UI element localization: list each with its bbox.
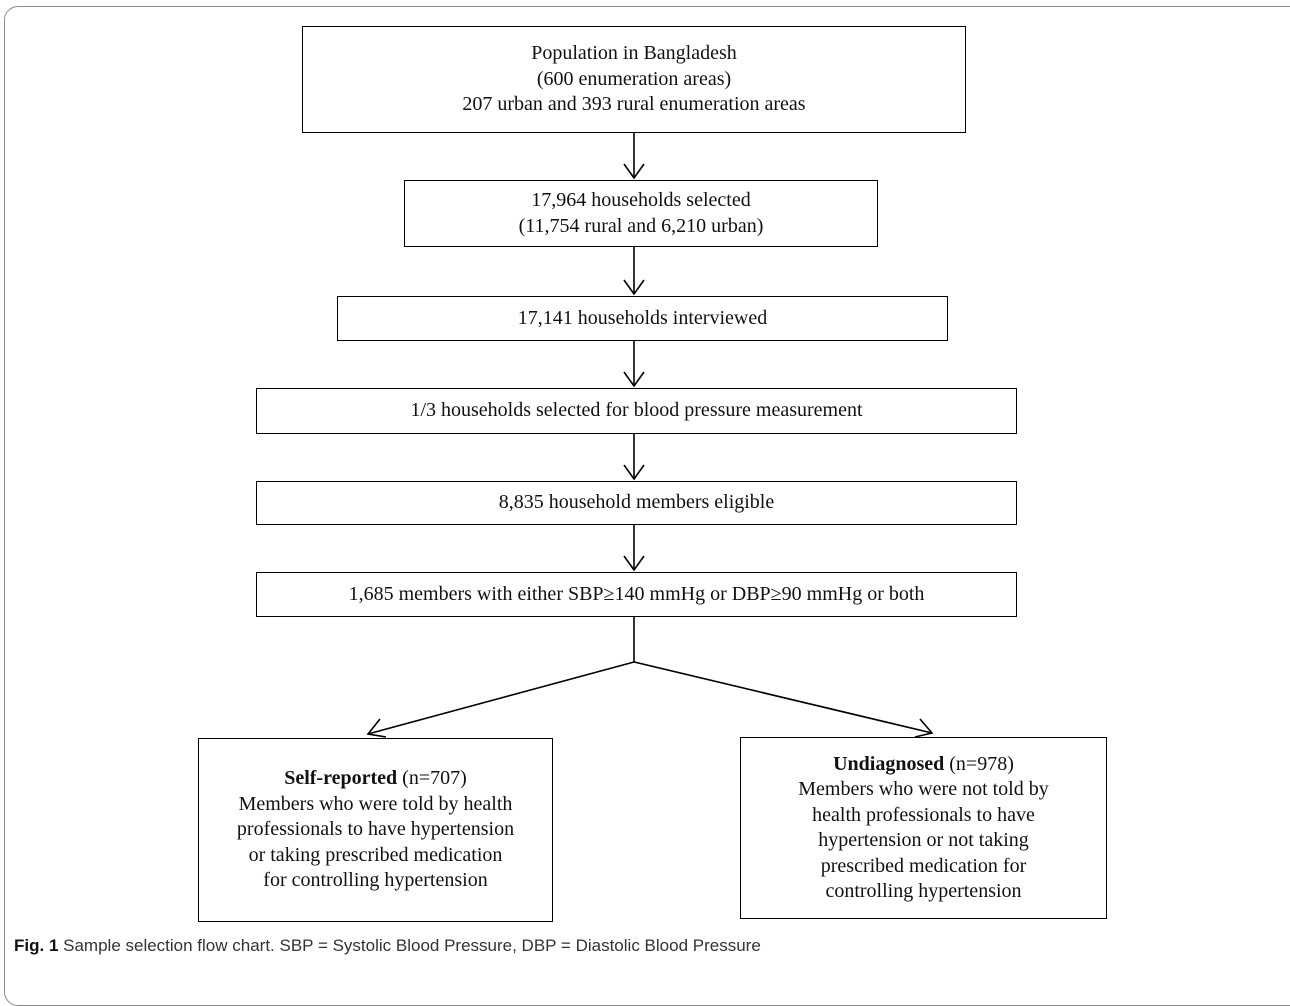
high-bp-members-box: 1,685 members with either SBP≥140 mmHg o…	[256, 572, 1017, 617]
eligible-members-box: 8,835 household members eligible	[256, 481, 1017, 525]
self-reported-count: (n=707)	[397, 767, 467, 790]
households-interviewed-box: 17,141 households interviewed	[337, 296, 948, 341]
high-bp-line1: 1,685 members with either SBP≥140 mmHg o…	[348, 582, 925, 605]
arrowhead-3-4	[623, 371, 645, 388]
self-reported-title: Self-reported	[284, 767, 398, 790]
self-reported-line3: or taking prescribed medication	[248, 843, 503, 866]
undiagnosed-heading: Undiagnosed (n=978)	[833, 752, 1014, 778]
selected-line2: (11,754 rural and 6,210 urban)	[518, 214, 764, 237]
interviewed-line1: 17,141 households interviewed	[517, 306, 768, 329]
self-reported-line1: Members who were told by health	[238, 792, 513, 815]
undiagnosed-count: (n=978)	[944, 752, 1014, 775]
undiagnosed-line3: hypertension or not taking	[818, 829, 1029, 851]
undiagnosed-line1: Members who were not told by	[798, 778, 1049, 800]
arrowhead-1-2	[623, 163, 645, 180]
arrowhead-5-6	[623, 555, 645, 572]
bp-selection-line1: 1/3 households selected for blood pressu…	[410, 399, 863, 422]
population-box: Population in Bangladesh (600 enumeratio…	[302, 26, 966, 133]
undiagnosed-line2: health professionals to have	[812, 803, 1035, 826]
figure-caption: Fig. 1 Sample selection flow chart. SBP …	[14, 936, 761, 956]
eligible-line1: 8,835 household members eligible	[498, 491, 775, 514]
bp-selection-box: 1/3 households selected for blood pressu…	[256, 388, 1017, 434]
self-reported-line4: for controlling hypertension	[263, 869, 488, 892]
flow-arrows	[366, 133, 934, 738]
arrowhead-right	[914, 718, 934, 738]
self-reported-line2: professionals to have hypertension	[236, 818, 515, 841]
population-line1: Population in Bangladesh	[531, 42, 737, 65]
arrowhead-2-3	[623, 279, 645, 296]
undiagnosed-box: Undiagnosed (n=978) Members who were not…	[740, 737, 1107, 919]
branch-left	[367, 661, 635, 735]
undiagnosed-title: Undiagnosed	[833, 752, 945, 775]
caption-label: Fig. 1	[14, 936, 59, 955]
population-line3: 207 urban and 393 rural enumeration area…	[462, 93, 806, 116]
self-reported-heading: Self-reported (n=707)	[284, 766, 467, 792]
branch-right	[633, 661, 933, 734]
undiagnosed-line5: controlling hypertension	[825, 880, 1022, 902]
households-selected-box: 17,964 households selected (11,754 rural…	[404, 180, 878, 247]
arrowhead-left	[366, 718, 387, 738]
selected-line1: 17,964 households selected	[531, 189, 751, 211]
undiagnosed-line4: prescribed medication for	[820, 854, 1027, 877]
self-reported-box: Self-reported (n=707) Members who were t…	[198, 738, 553, 922]
caption-text: Sample selection flow chart. SBP = Systo…	[58, 936, 761, 955]
population-line2: (600 enumeration areas)	[536, 67, 732, 90]
arrowhead-4-5	[623, 464, 645, 481]
